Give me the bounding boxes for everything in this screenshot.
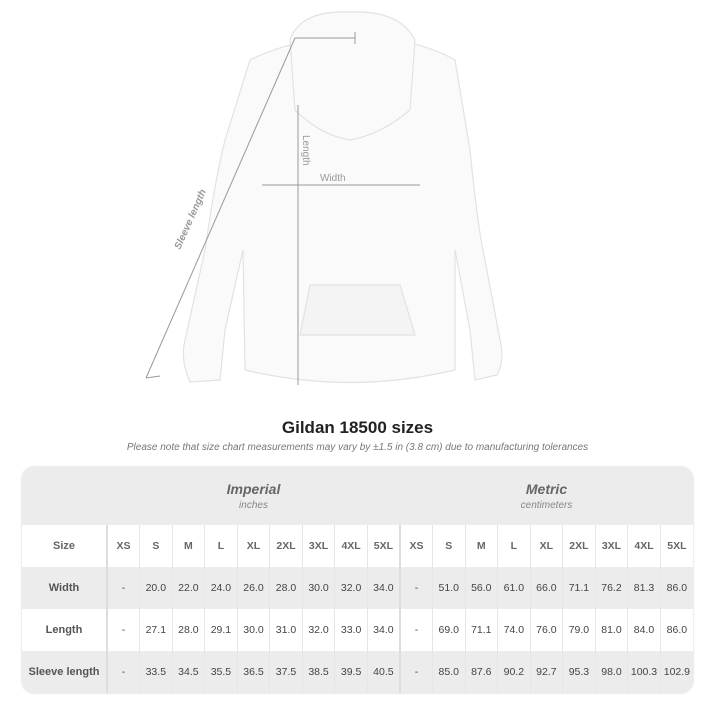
imperial-cell: 34.0 (366, 567, 400, 609)
metric-cell: 84.0 (627, 609, 661, 651)
imperial-cell: 29.1 (204, 609, 238, 651)
size-header: M (464, 525, 498, 567)
metric-unit: centimeters (520, 500, 573, 511)
imperial-cell: - (106, 567, 140, 609)
pocket (299, 284, 416, 336)
metric-cell: 100.3 (627, 651, 661, 693)
size-header-row: Size XS S M L XL 2XL 3XL 4XL 5XL XS S M L XL 2XL 3XL 4XL 5… (22, 525, 693, 567)
imperial-cell: 36.5 (236, 651, 270, 693)
metric-cell: 76.0 (529, 609, 563, 651)
metric-cell: 51.0 (431, 567, 466, 609)
size-label: Size (22, 525, 108, 567)
imperial-cell: 33.5 (139, 651, 173, 693)
imperial-cell: 32.0 (301, 609, 335, 651)
imperial-cell: 37.5 (269, 651, 303, 693)
size-header: 2XL (269, 525, 303, 567)
hoodie-illustration: Sleeve length Length Width (145, 11, 503, 385)
imperial-cell: 26.0 (236, 567, 270, 609)
imperial-cell: 35.5 (204, 651, 238, 693)
size-header: M (171, 525, 205, 567)
metric-title: Metric (525, 481, 568, 497)
imperial-cell: 28.0 (269, 567, 303, 609)
metric-cell: 76.2 (594, 567, 628, 609)
table-row: Width -20.0 22.0 24.0 26.0 28.0 30.0 32.0 34.0-5… (22, 567, 693, 609)
size-header: XS (398, 525, 433, 567)
size-header: XL (236, 525, 270, 567)
imperial-unit: inches (239, 500, 268, 511)
metric-cell: 69.0 (431, 609, 466, 651)
imperial-cell: 24.0 (204, 567, 238, 609)
size-header: XS (106, 525, 140, 567)
metric-cell: 71.1 (464, 609, 498, 651)
row-label: Sleeve length (22, 651, 108, 693)
metric-cell: 56.0 (464, 567, 498, 609)
size-header: S (139, 525, 173, 567)
sleeve-length-label: Sleeve length (173, 188, 209, 251)
metric-cell: 92.7 (529, 651, 563, 693)
metric-cell: 86.0 (659, 609, 693, 651)
metric-cell: 87.6 (464, 651, 498, 693)
metric-cell: 102.9 (659, 651, 693, 693)
imperial-cell: 31.0 (269, 609, 303, 651)
size-header: L (497, 525, 531, 567)
metric-cell: 81.3 (627, 567, 661, 609)
chart-title: Gildan 18500 sizes (281, 418, 434, 437)
metric-cell: - (398, 609, 433, 651)
metric-cell: 86.0 (659, 567, 693, 609)
size-header: S (431, 525, 466, 567)
imperial-cell: 27.1 (139, 609, 173, 651)
metric-cell: 98.0 (594, 651, 628, 693)
metric-cell: 74.0 (497, 609, 531, 651)
unit-header: Imperial inches Metric centimeters (22, 467, 693, 525)
size-header: 4XL (627, 525, 661, 567)
metric-cell: 81.0 (594, 609, 628, 651)
size-header: 2XL (562, 525, 596, 567)
size-header: 3XL (594, 525, 628, 567)
metric-cell: 61.0 (497, 567, 531, 609)
size-header: 5XL (366, 525, 400, 567)
imperial-cell: 34.0 (366, 609, 400, 651)
metric-cell: 90.2 (497, 651, 531, 693)
size-header: L (204, 525, 238, 567)
imperial-cell: 22.0 (171, 567, 205, 609)
size-header: XL (529, 525, 563, 567)
imperial-cell: 34.5 (171, 651, 205, 693)
tolerance-note: Please note that size chart measurements… (126, 442, 589, 453)
metric-cell: 79.0 (562, 609, 596, 651)
metric-cell: - (398, 567, 433, 609)
metric-cell: 66.0 (529, 567, 563, 609)
imperial-cell: 28.0 (171, 609, 205, 651)
size-header: 3XL (301, 525, 335, 567)
length-label: Length (300, 135, 311, 166)
row-label: Length (22, 609, 108, 651)
imperial-cell: - (106, 651, 140, 693)
row-label: Width (22, 567, 108, 609)
imperial-cell: 33.0 (334, 609, 368, 651)
table-row: Sleeve length -33.5 34.5 35.5 36.5 37.5 38.5 39… (22, 651, 693, 693)
imperial-cell: - (106, 609, 140, 651)
imperial-cell: 30.0 (236, 609, 270, 651)
imperial-cell: 20.0 (139, 567, 173, 609)
imperial-cell: 39.5 (334, 651, 368, 693)
metric-cell: 71.1 (562, 567, 596, 609)
imperial-header: Imperial inches (107, 481, 400, 511)
imperial-cell: 40.5 (366, 651, 400, 693)
metric-cell: - (398, 651, 433, 693)
imperial-title: Imperial (226, 481, 281, 497)
size-header: 5XL (659, 525, 693, 567)
metric-cell: 95.3 (562, 651, 596, 693)
imperial-cell: 32.0 (334, 567, 368, 609)
hood (289, 11, 416, 141)
size-table: Size XS S M L XL 2XL 3XL 4XL 5XL XS S M L XL 2XL 3XL 4XL 5… (22, 525, 693, 693)
size-table-panel: Imperial inches Metric centimeters Size X… (22, 467, 693, 693)
imperial-cell: 38.5 (301, 651, 335, 693)
table-row: Length -27.1 28.0 29.1 30.0 31.0 32.0 33.0 34.0-… (22, 609, 693, 651)
imperial-cell: 30.0 (301, 567, 335, 609)
metric-cell: 85.0 (431, 651, 466, 693)
size-header: 4XL (334, 525, 368, 567)
metric-header: Metric centimeters (400, 481, 693, 511)
width-label: Width (320, 173, 346, 184)
